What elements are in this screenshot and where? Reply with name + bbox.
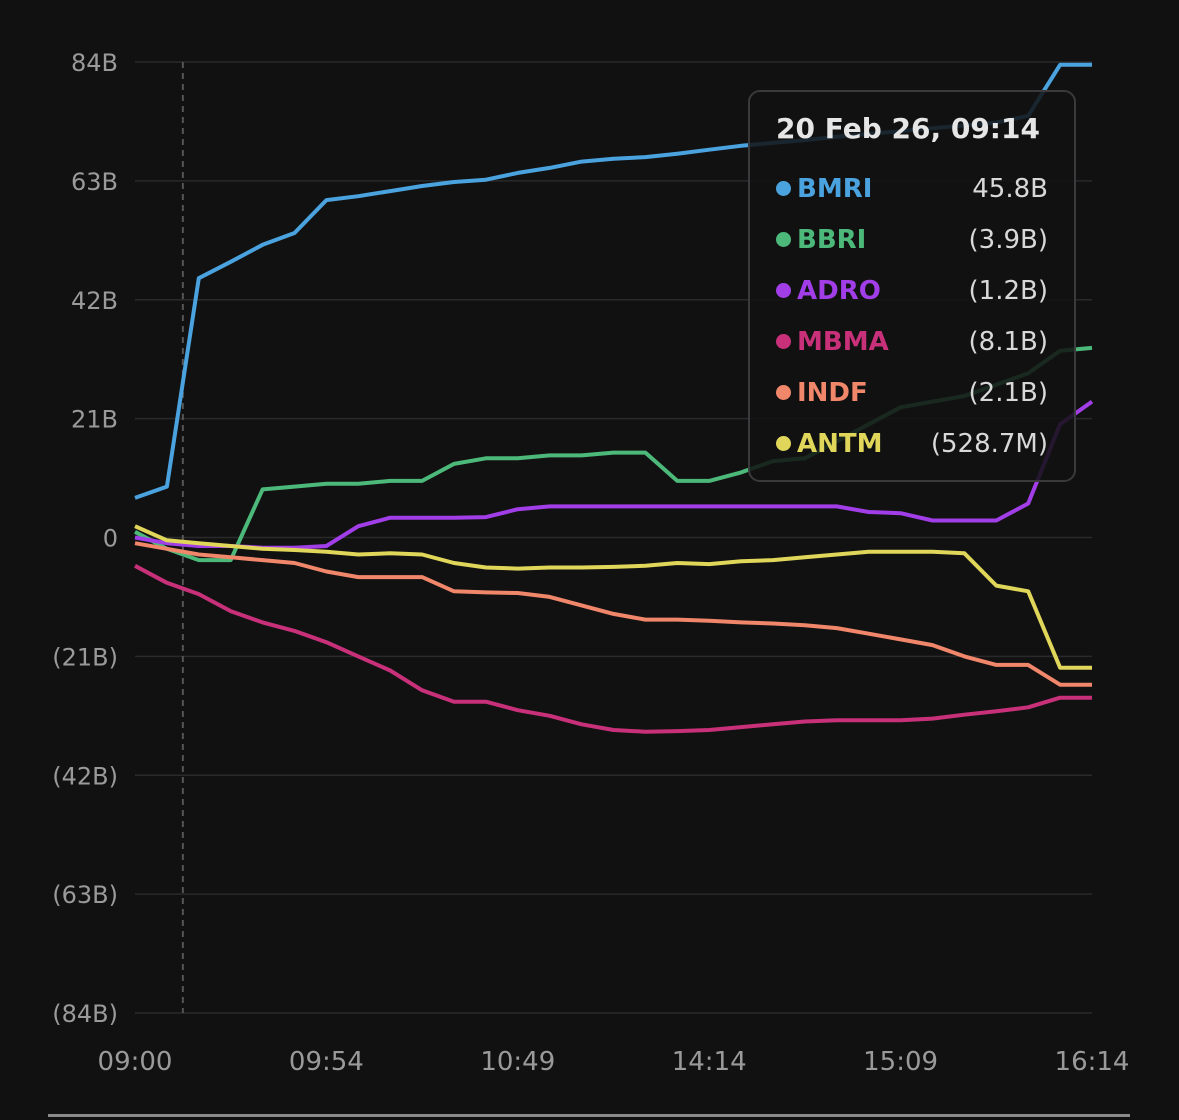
tooltip-row-mbma: MBMA (8.1B) — [776, 316, 1048, 367]
bottom-divider — [48, 1114, 1130, 1117]
series-name: ANTM — [797, 428, 883, 459]
y-tick-label: (84B) — [52, 1000, 118, 1028]
y-tick-label: 63B — [71, 168, 118, 196]
y-tick-label: 21B — [71, 406, 118, 434]
series-value: (2.1B) — [968, 377, 1048, 408]
series-line-mbma — [134, 564, 1092, 734]
y-tick-label: 0 — [103, 525, 118, 553]
series-name: INDF — [797, 377, 868, 408]
tooltip-row-bmri: BMRI 45.8B — [776, 163, 1048, 214]
series-value: 45.8B — [972, 173, 1048, 204]
series-line-adro — [134, 399, 1094, 550]
tooltip-row-bbri: BBRI (3.9B) — [776, 214, 1048, 265]
series-value: (1.2B) — [968, 275, 1048, 306]
series-name: MBMA — [797, 326, 889, 357]
y-tick-label: 42B — [71, 287, 118, 315]
series-value: (528.7M) — [930, 428, 1048, 459]
tooltip-row-antm: ANTM (528.7M) — [776, 418, 1048, 469]
series-name: ADRO — [797, 275, 881, 306]
y-axis: 84B 63B 42B 21B 0 (21B) (42B) (63B) (84B) — [52, 49, 118, 1028]
legend-dot-icon — [776, 283, 791, 298]
legend-dot-icon — [776, 385, 791, 400]
series-line-antm — [134, 524, 1092, 670]
x-axis: 09:00 09:54 10:49 14:14 15:09 16:14 — [98, 1047, 1130, 1077]
series-value: (3.9B) — [968, 224, 1048, 255]
series-value: (8.1B) — [968, 326, 1048, 357]
tooltip: 20 Feb 26, 09:14 BMRI 45.8B BBRI (3.9B) ADRO… — [748, 90, 1076, 482]
legend-dot-icon — [776, 232, 791, 247]
y-tick-label: (42B) — [52, 762, 118, 790]
x-tick-label: 14:14 — [672, 1047, 747, 1077]
x-tick-label: 09:00 — [98, 1047, 173, 1077]
tooltip-row-indf: INDF (2.1B) — [776, 367, 1048, 418]
x-tick-label: 10:49 — [480, 1047, 555, 1077]
grid-lines — [135, 61, 1092, 1014]
tooltip-title: 20 Feb 26, 09:14 — [776, 112, 1040, 145]
tooltip-row-adro: ADRO (1.2B) — [776, 265, 1048, 316]
legend-dot-icon — [776, 436, 791, 451]
x-tick-label: 15:09 — [863, 1047, 938, 1077]
series-name: BBRI — [797, 224, 867, 255]
x-tick-label: 09:54 — [289, 1047, 364, 1077]
x-tick-label: 16:14 — [1055, 1047, 1130, 1077]
series-name: BMRI — [797, 173, 873, 204]
y-tick-label: (63B) — [52, 881, 118, 909]
y-tick-label: 84B — [71, 49, 118, 77]
series-line-indf — [134, 541, 1092, 687]
y-tick-label: (21B) — [52, 643, 118, 671]
legend-dot-icon — [776, 181, 791, 196]
legend-dot-icon — [776, 334, 791, 349]
